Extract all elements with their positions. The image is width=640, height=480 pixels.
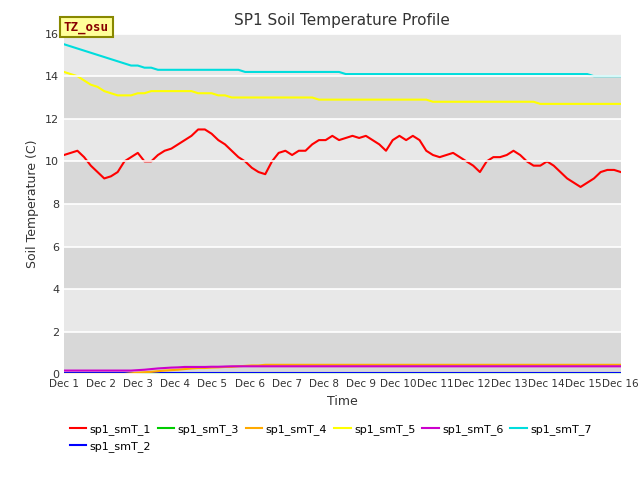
Bar	[64, 247, 621, 289]
Bar	[64, 34, 621, 76]
Bar	[64, 204, 621, 247]
Bar	[64, 161, 621, 204]
Y-axis label: Soil Temperature (C): Soil Temperature (C)	[26, 140, 40, 268]
X-axis label: Time: Time	[327, 395, 358, 408]
Text: TZ_osu: TZ_osu	[64, 21, 109, 34]
Bar	[64, 332, 621, 374]
Title: SP1 Soil Temperature Profile: SP1 Soil Temperature Profile	[234, 13, 451, 28]
Bar	[64, 289, 621, 332]
Legend: sp1_smT_1, sp1_smT_2, sp1_smT_3, sp1_smT_4, sp1_smT_5, sp1_smT_6, sp1_smT_7: sp1_smT_1, sp1_smT_2, sp1_smT_3, sp1_smT…	[70, 424, 591, 452]
Bar	[64, 76, 621, 119]
Bar	[64, 119, 621, 161]
